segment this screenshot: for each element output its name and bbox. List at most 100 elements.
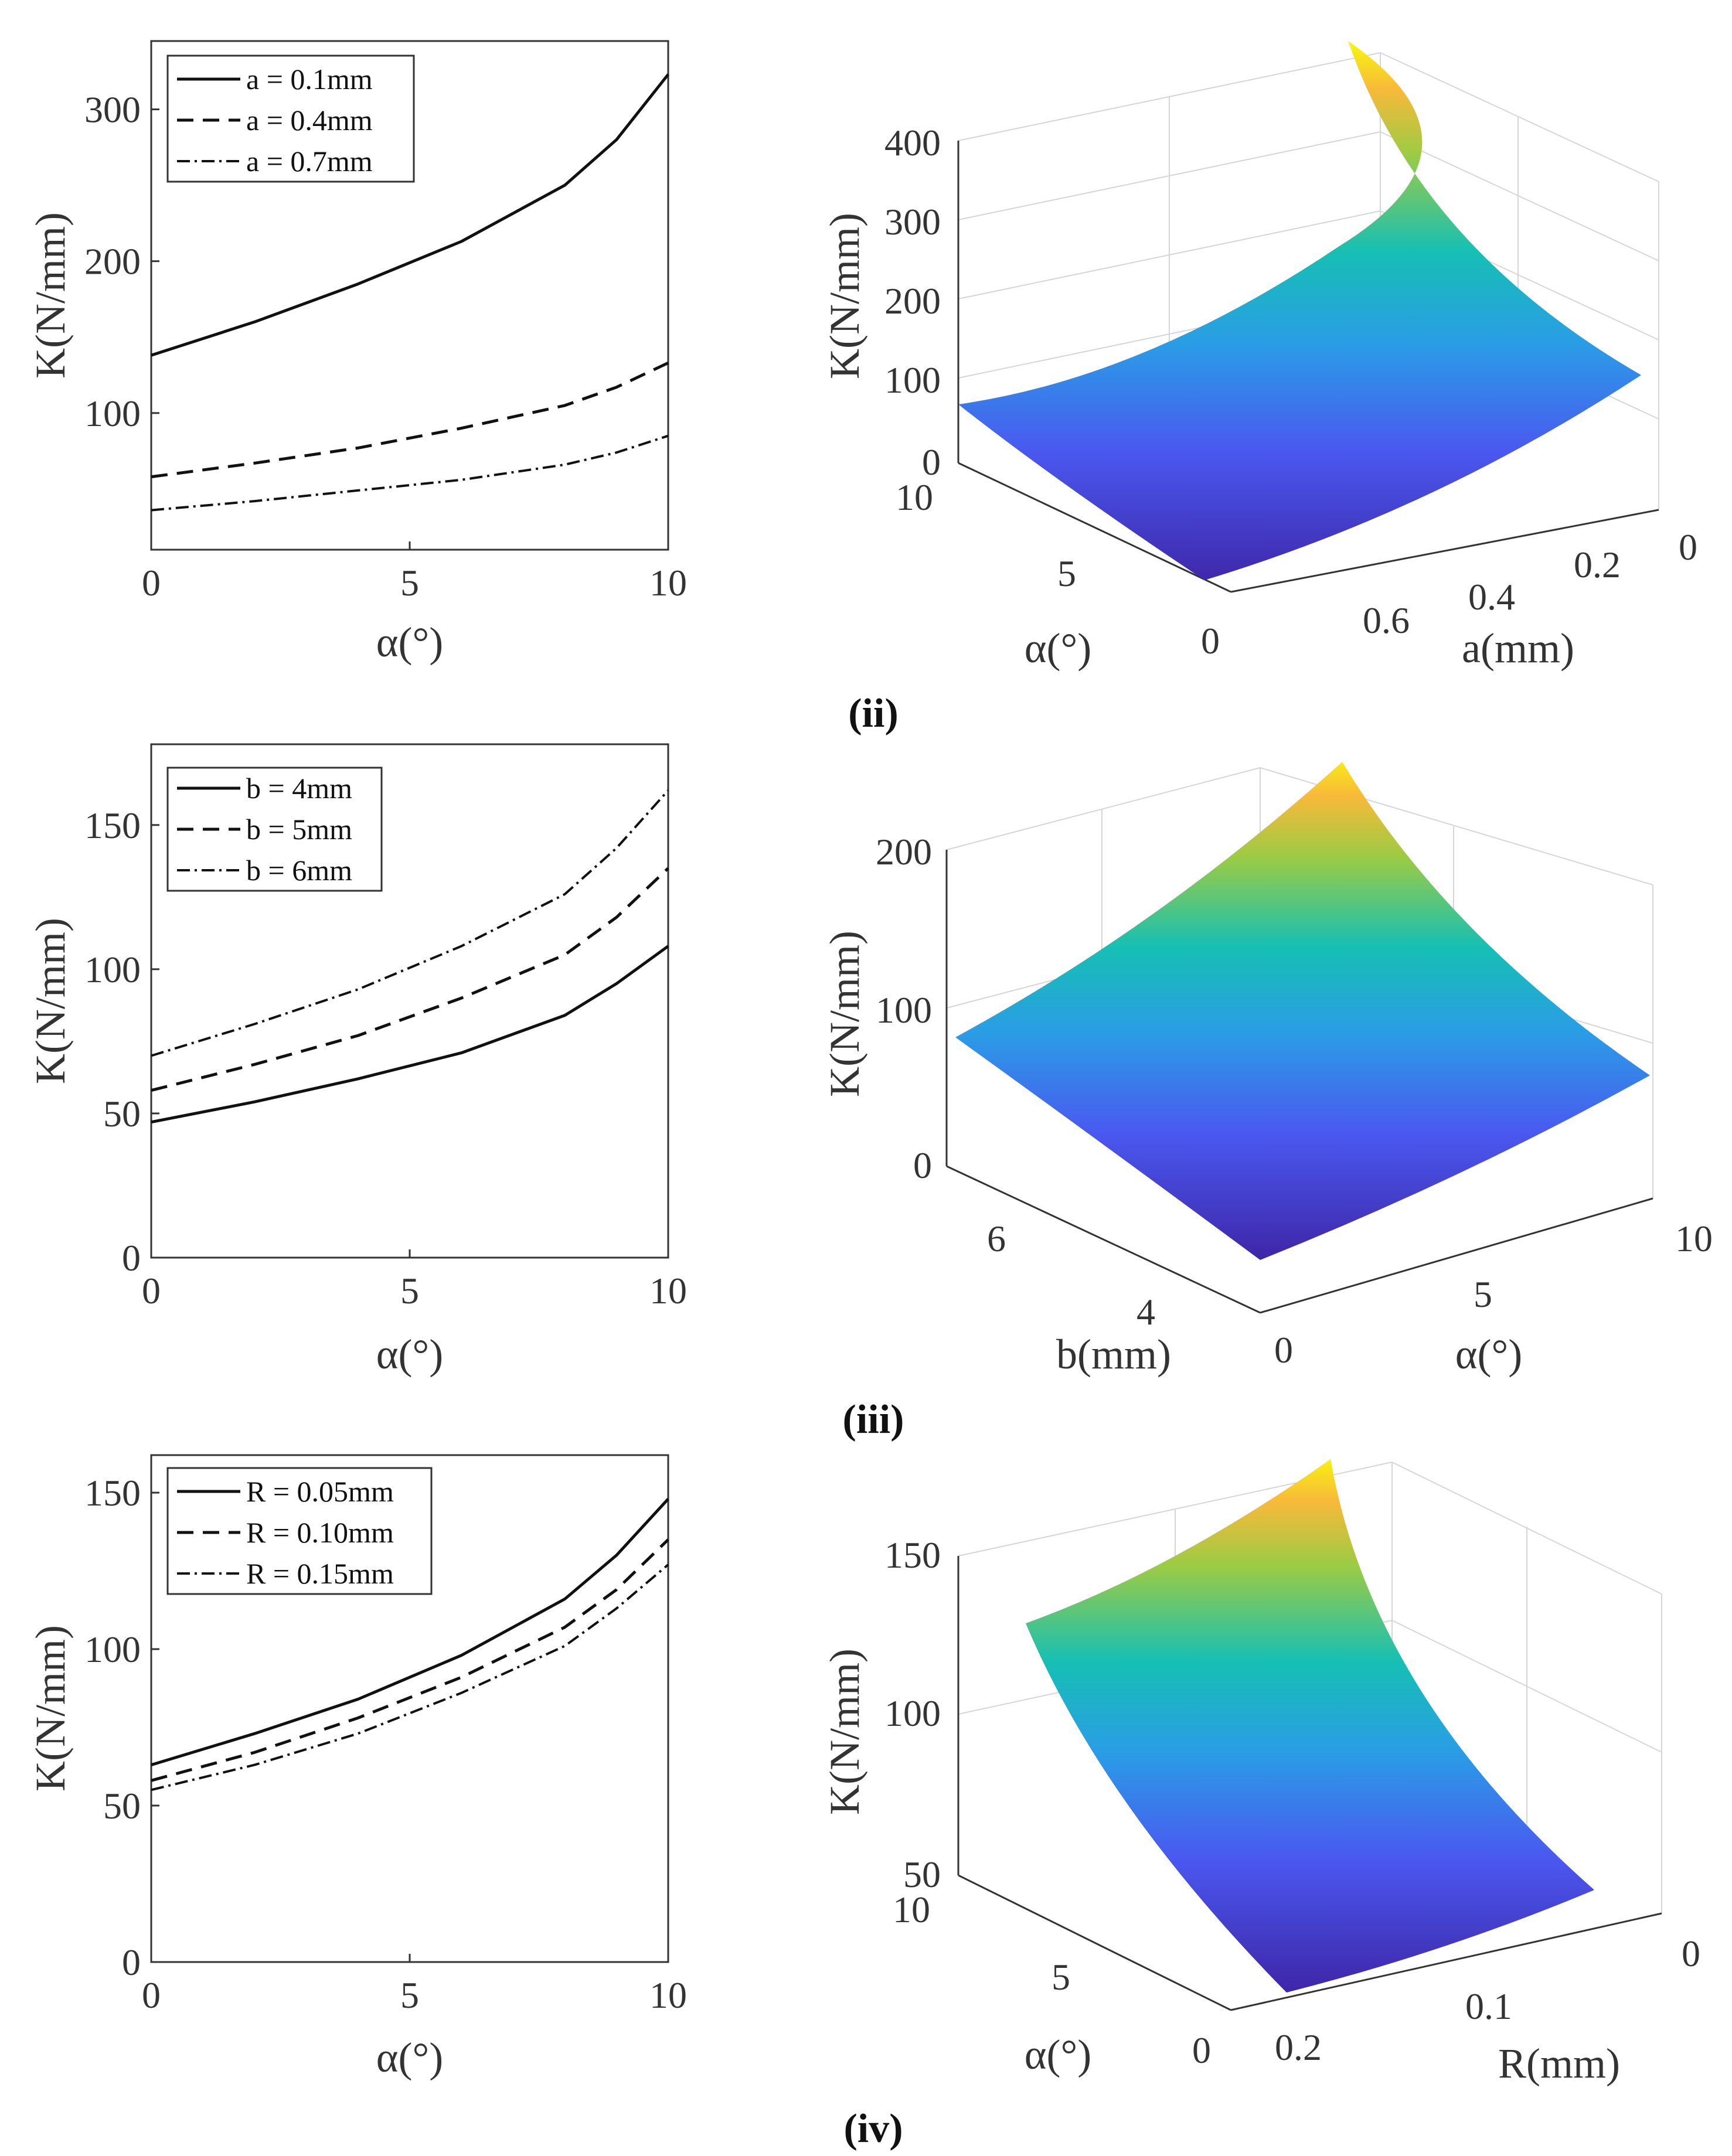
a-tick-0.2: 0.2	[1574, 544, 1621, 585]
x-tick-label: 0	[142, 1974, 161, 2016]
alpha-axis-label: α(°)	[1025, 2031, 1091, 2078]
legend-label-2: R = 0.10mm	[246, 1516, 394, 1549]
surface-b-alpha: 0 100 200 0 5 10 4 6 b(mm) α(°) K(N/mm)	[821, 762, 1713, 1378]
R-tick-0.1: 0.1	[1465, 1985, 1512, 2027]
alpha-tick-10: 10	[1675, 1218, 1713, 1259]
y-axis-label: K(N/mm)	[27, 918, 74, 1084]
x-tick-label: 5	[400, 1270, 419, 1312]
z-tick-0: 0	[922, 441, 941, 483]
z-tick-300: 300	[884, 201, 941, 243]
x-axis-label: α(°)	[376, 2034, 443, 2081]
y-axis-label: K(N/mm)	[27, 1625, 74, 1791]
legend: a = 0.1mm a = 0.4mm a = 0.7mm	[166, 55, 415, 183]
alpha-tick-5: 5	[1474, 1273, 1492, 1315]
panel-label-iii: (iii)	[843, 1397, 904, 1442]
x-tick-label: 10	[649, 1270, 687, 1312]
series-line-1	[151, 945, 669, 1124]
y-tick-label: 0	[122, 1237, 141, 1279]
surface	[958, 41, 1641, 580]
alpha-tick-0: 0	[1274, 1329, 1293, 1371]
surface	[1026, 1459, 1594, 1992]
x-axis-label: α(°)	[376, 619, 443, 666]
z-tick-150: 150	[884, 1534, 941, 1576]
legend-label-2: b = 5mm	[246, 813, 352, 846]
z-axis-label: K(N/mm)	[821, 213, 868, 379]
legend-label-3: a = 0.7mm	[246, 145, 373, 178]
x-tick-label: 5	[400, 1974, 419, 2016]
chart-a-vs-alpha: 0 5 10 100 200 300 a = 0.1mm a = 0.4mm a = 0.…	[27, 40, 687, 666]
legend-label-1: R = 0.05mm	[246, 1475, 394, 1508]
legend-label-1: b = 4mm	[246, 772, 352, 805]
a-tick-0.4: 0.4	[1468, 576, 1515, 618]
z-tick-0: 0	[913, 1145, 932, 1186]
y-axis-label: K(N/mm)	[27, 212, 74, 379]
alpha-tick-5: 5	[1057, 553, 1076, 594]
a-axis-label: a(mm)	[1462, 625, 1574, 672]
z-tick-50: 50	[903, 1854, 941, 1895]
y-tick-label: 100	[84, 393, 141, 434]
series-line-3	[151, 1564, 669, 1791]
legend-label-3: b = 6mm	[246, 854, 352, 887]
legend-label-1: a = 0.1mm	[246, 63, 373, 96]
x-tick-label: 5	[400, 562, 419, 604]
series-line-2	[151, 362, 669, 479]
y-tick-label: 50	[103, 1785, 141, 1827]
alpha-tick-0: 0	[1192, 2029, 1211, 2071]
series-line-1	[151, 73, 669, 357]
R-tick-0: 0	[1682, 1933, 1700, 1974]
x-tick-label: 10	[649, 562, 687, 604]
x-tick-label: 0	[142, 562, 161, 604]
z-tick-100: 100	[876, 989, 932, 1031]
a-tick-0: 0	[1679, 526, 1697, 568]
series-line-2	[151, 867, 669, 1092]
panel-label-ii: (ii)	[848, 691, 899, 736]
alpha-tick-10: 10	[893, 1889, 930, 1930]
alpha-axis	[958, 462, 1231, 593]
R-tick-0.2: 0.2	[1275, 2026, 1322, 2068]
alpha-tick-5: 5	[1052, 1956, 1070, 1998]
alpha-axis-label: α(°)	[1025, 625, 1091, 672]
legend-label-3: R = 0.15mm	[246, 1557, 394, 1590]
series-line-1	[151, 1498, 669, 1766]
series-line-3	[151, 434, 669, 512]
z-axis-label: K(N/mm)	[821, 1648, 868, 1815]
x-tick-label: 0	[142, 1270, 161, 1312]
alpha-axis-label: α(°)	[1455, 1331, 1522, 1378]
z-tick-400: 400	[884, 122, 941, 164]
a-axis	[1230, 509, 1659, 593]
surface-a-alpha: 0 100 200 300 400 0 0.2 0.4 0.6 0 5 10 α…	[821, 41, 1697, 672]
series-line-3	[151, 789, 669, 1057]
series-line-2	[151, 1538, 669, 1782]
x-tick-label: 10	[649, 1974, 687, 2016]
panel-label-iv: (iv)	[843, 2106, 903, 2151]
legend: R = 0.05mm R = 0.10mm R = 0.15mm	[166, 1467, 433, 1595]
legend: b = 4mm b = 5mm b = 6mm	[166, 767, 383, 892]
legend-label-2: a = 0.4mm	[246, 104, 373, 137]
b-axis	[946, 1165, 1261, 1314]
b-tick-4: 4	[1136, 1291, 1155, 1333]
y-tick-label: 0	[122, 1942, 141, 1983]
y-tick-label: 100	[84, 949, 141, 990]
surface-R-alpha: 50 100 150 0 0.1 0.2 0 5 10 α(°) R(mm) K…	[821, 1459, 1700, 2087]
alpha-tick-10: 10	[896, 476, 933, 518]
y-tick-label: 150	[84, 805, 141, 846]
y-tick-label: 150	[84, 1472, 141, 1514]
b-tick-6: 6	[987, 1218, 1006, 1259]
R-axis-label: R(mm)	[1498, 2040, 1620, 2087]
alpha-axis	[1260, 1197, 1653, 1314]
z-tick-200: 200	[884, 280, 941, 322]
z-axis-label: K(N/mm)	[821, 931, 868, 1097]
y-tick-label: 50	[103, 1093, 141, 1135]
surface	[955, 762, 1650, 1260]
alpha-tick-0: 0	[1201, 620, 1220, 662]
b-axis-label: b(mm)	[1056, 1331, 1171, 1378]
y-tick-label: 200	[84, 241, 141, 282]
y-tick-label: 300	[84, 89, 141, 131]
z-tick-100: 100	[884, 359, 941, 401]
y-tick-label: 100	[84, 1629, 141, 1670]
z-tick-100: 100	[884, 1692, 941, 1734]
alpha-axis	[958, 1874, 1231, 2011]
